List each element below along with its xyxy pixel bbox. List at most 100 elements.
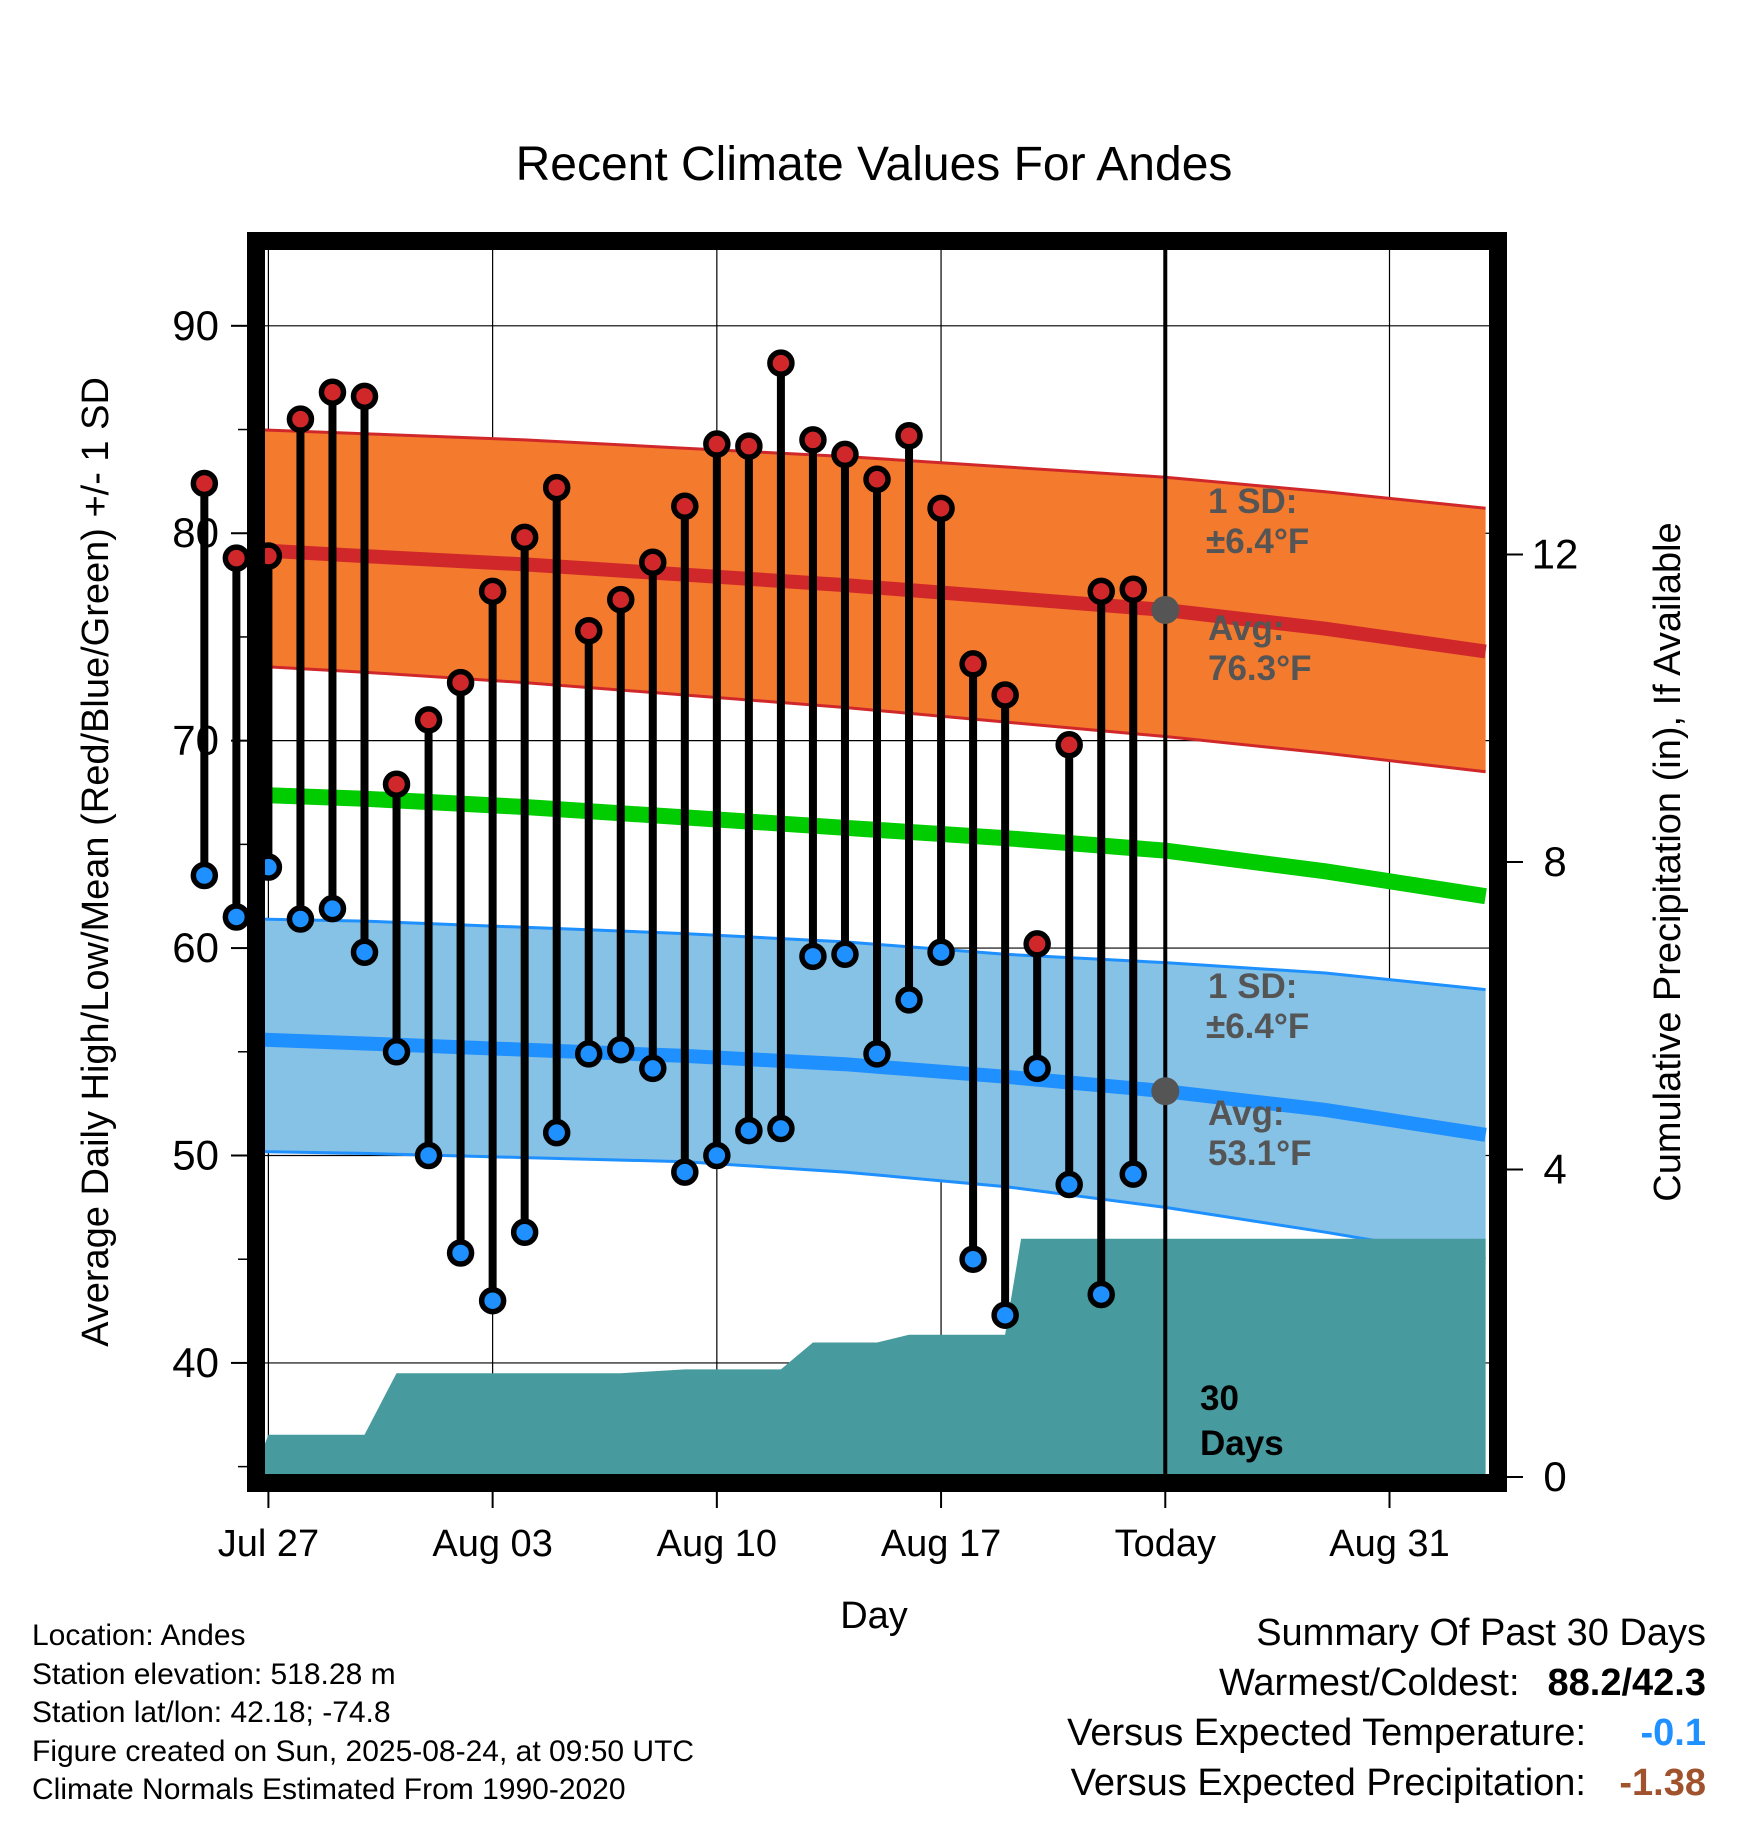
low-sd-value: ±6.4°F (1206, 1007, 1309, 1046)
precip-anomaly-label: Versus Expected Precipitation: (1070, 1762, 1586, 1804)
x-tick-label: Aug 17 (881, 1523, 1001, 1565)
daily-high-point (318, 378, 347, 406)
y-tick-label: 60 (172, 924, 219, 971)
daily-high-point (478, 577, 507, 606)
daily-record (895, 422, 923, 1014)
x-tick-label: Today (1115, 1523, 1216, 1565)
daily-record (382, 770, 411, 1066)
daily-low-point (799, 942, 827, 971)
daily-high-point (895, 422, 923, 450)
precip-anomaly-row: Versus Expected Precipitation: -1.38 (1067, 1758, 1706, 1808)
high-avg-value: 76.3°F (1208, 649, 1312, 688)
y-axis-label: Average Daily High/Low/Mean (Red/Blue/Gr… (75, 377, 117, 1347)
daily-high-point (382, 770, 411, 798)
y2-tick-label: 12 (1532, 531, 1579, 578)
today-low-avg-dot (1151, 1077, 1180, 1106)
daily-record (1119, 575, 1147, 1188)
daily-low-point (318, 894, 347, 923)
daily-high-point (1055, 731, 1083, 759)
daily-low-point (510, 1218, 539, 1246)
precip-anomaly-value: -1.38 (1619, 1762, 1706, 1804)
daily-record (799, 426, 827, 971)
daily-low-point (863, 1040, 891, 1068)
daily-high-point (863, 465, 891, 494)
daily-high-point (607, 585, 635, 614)
daily-record (703, 430, 731, 1170)
daily-low-point (478, 1286, 507, 1315)
daily-record (735, 432, 763, 1145)
high-sd-label: 1 SD: (1208, 482, 1297, 521)
y2-axis-label: Cumulative Precipitation (in), If Availa… (1647, 522, 1689, 1201)
daily-low-point (350, 938, 379, 966)
high-sd-value: ±6.4°F (1206, 522, 1309, 561)
daily-record (863, 465, 891, 1068)
daily-high-point (799, 426, 827, 454)
daily-high-point (959, 650, 987, 678)
daily-high-point (286, 405, 315, 433)
daily-high-point (190, 469, 219, 498)
chart-title: Recent Climate Values For Andes (516, 138, 1233, 191)
daily-record (607, 585, 635, 1064)
y-tick-label: 90 (172, 302, 219, 349)
daily-record (222, 544, 251, 931)
daily-high-point (1087, 577, 1115, 606)
daily-high-point (767, 349, 795, 377)
summary-panel: Summary Of Past 30 Days Warmest/Coldest:… (1067, 1608, 1706, 1808)
daily-low-point (574, 1040, 603, 1068)
daily-low-point (735, 1116, 763, 1145)
daily-low-point (1119, 1160, 1147, 1188)
daily-record (318, 378, 347, 923)
y-tick-label: 70 (172, 717, 219, 764)
daily-record (767, 349, 795, 1143)
daily-record (1023, 930, 1051, 1083)
daily-record (639, 548, 667, 1083)
temp-anomaly-label: Versus Expected Temperature: (1067, 1712, 1586, 1754)
low-sd-band (262, 919, 1486, 1260)
warmest-coldest-row: Warmest/Coldest: 88.2/42.3 (1067, 1658, 1706, 1708)
temp-anomaly-value: -0.1 (1640, 1712, 1706, 1754)
y-tick-label: 50 (172, 1131, 219, 1178)
daily-low-point (767, 1114, 795, 1143)
daily-high-point (414, 706, 443, 734)
axes: 40 50 60 70 80 90 0 4 8 12 Jul 27 Aug 03 Aug 10 Aug 1… (172, 302, 1578, 1565)
daily-high-point (735, 432, 763, 460)
daily-high-point (831, 440, 859, 469)
x-tick-label: Jul 27 (218, 1523, 319, 1565)
daily-low-point (1087, 1280, 1115, 1309)
daily-low-point (1055, 1170, 1083, 1199)
temp-anomaly-row: Versus Expected Temperature: -0.1 (1067, 1708, 1706, 1758)
warmest-coldest-value: 88.2/42.3 (1547, 1662, 1706, 1704)
low-avg-label: Avg: (1208, 1094, 1284, 1133)
today-high-avg-dot (1151, 595, 1180, 624)
summary-heading: Summary Of Past 30 Days (1256, 1612, 1706, 1654)
daily-low-point (286, 905, 315, 933)
daily-record (1087, 577, 1115, 1309)
daily-record (574, 616, 603, 1068)
precipitation-area (262, 1238, 1486, 1477)
daily-record (510, 523, 539, 1246)
daily-record (991, 681, 1019, 1329)
daily-high-point (703, 430, 731, 458)
daily-record (286, 405, 315, 933)
x-tick-label: Aug 10 (657, 1523, 777, 1565)
daily-high-point (350, 382, 379, 411)
low-sd-label: 1 SD: (1208, 967, 1297, 1006)
daily-low-point (703, 1141, 731, 1170)
normals-text: Climate Normals Estimated From 1990-2020 (32, 1773, 626, 1806)
latlon-text: Station lat/lon: 42.18; -74.8 (32, 1696, 391, 1729)
daily-record (414, 706, 443, 1170)
daily-high-point (222, 544, 251, 572)
daily-high-point (574, 616, 603, 645)
daily-low-point (831, 940, 859, 969)
x-axis-label: Day (840, 1595, 908, 1637)
daily-low-point (222, 903, 251, 931)
daily-record (959, 650, 987, 1273)
daily-high-point (671, 492, 699, 521)
daily-record (927, 494, 955, 966)
daily-low-point (671, 1158, 699, 1186)
daily-high-point (1119, 575, 1147, 603)
low-normal-line (262, 1032, 1487, 1142)
y2-tick-label: 8 (1543, 838, 1566, 885)
daily-high-point (639, 548, 667, 577)
